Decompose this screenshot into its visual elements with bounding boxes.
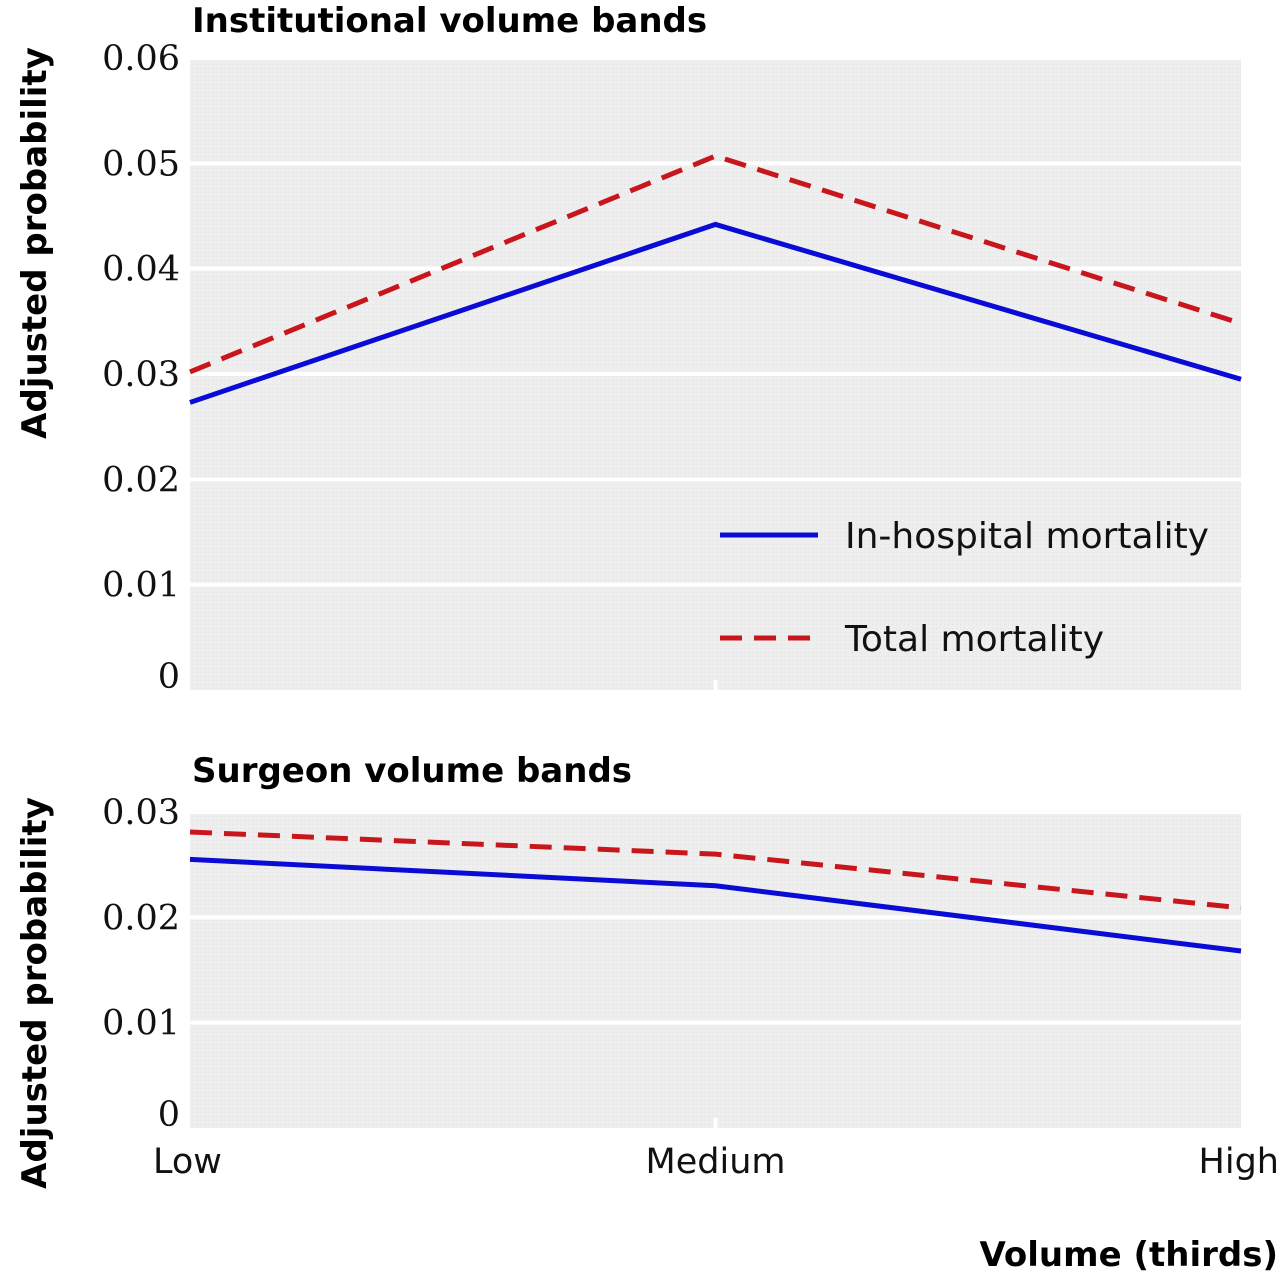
series-line-in-hospital-mortality — [189, 856, 1242, 954]
x-tick-label: High — [1199, 1142, 1279, 1182]
legend-label-total: Total mortality — [844, 619, 1104, 660]
legend: In-hospital mortality Total mortality — [720, 516, 1209, 660]
series-line-total-mortality — [189, 829, 1242, 911]
y-tick-label: 0.03 — [102, 355, 180, 395]
y-tick-label: 0.02 — [102, 898, 180, 938]
y-tick-label: 0 — [158, 1095, 180, 1135]
y-tick-label: 0.06 — [102, 39, 180, 79]
x-tick-labels: Low Medium High — [153, 1142, 1279, 1182]
y-tick-label: 0.01 — [102, 566, 180, 606]
panel-surgeon: Surgeon volume bands 0 0.01 0.02 0.03 Adjus… — [15, 751, 1242, 1189]
y-tick-label: 0.05 — [102, 144, 180, 184]
panel-title: Surgeon volume bands — [192, 751, 632, 791]
y-tick-label: 0.02 — [102, 460, 180, 500]
series-line-in-hospital-mortality — [189, 221, 1242, 405]
y-tick-label: 0.01 — [102, 1004, 180, 1044]
legend-label-in-hospital: In-hospital mortality — [845, 516, 1209, 557]
grid — [190, 810, 1241, 1128]
y-tick-labels: 0 0.01 0.02 0.03 0.04 0.05 0.06 — [102, 39, 180, 697]
y-tick-label: 0 — [158, 657, 180, 697]
y-tick-labels: 0 0.01 0.02 0.03 — [102, 793, 180, 1135]
y-axis-label: Adjusted probability — [15, 47, 55, 439]
panel-institutional: Institutional volume bands 0 0.01 0.02 0.03… — [15, 1, 1242, 697]
y-tick-label: 0.03 — [102, 793, 180, 833]
series-lines — [189, 153, 1242, 405]
x-tick-label: Low — [153, 1142, 222, 1182]
x-tick-label: Medium — [646, 1142, 786, 1182]
y-axis-label: Adjusted probability — [15, 797, 55, 1189]
grid — [190, 56, 1241, 690]
panel-title: Institutional volume bands — [192, 1, 707, 41]
plot-area — [190, 812, 1241, 1128]
series-line-total-mortality — [189, 153, 1242, 375]
series-lines — [189, 829, 1242, 954]
y-tick-label: 0.04 — [102, 250, 180, 290]
x-axis-label: Volume (thirds) — [979, 1235, 1278, 1275]
